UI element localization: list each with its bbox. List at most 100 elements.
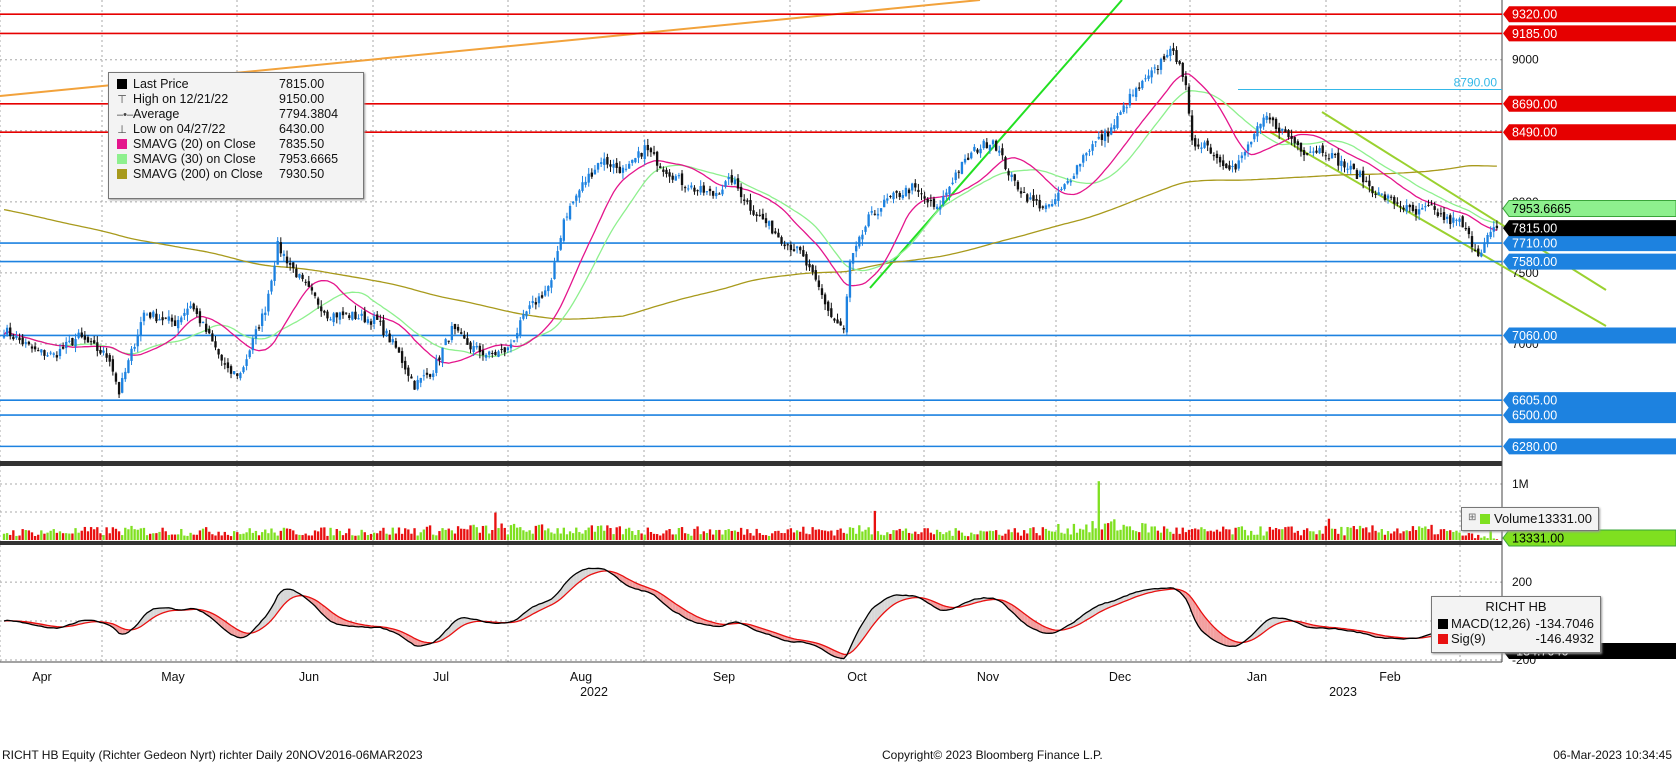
candle-body [665, 169, 668, 175]
x-tick-label: Feb [1379, 670, 1401, 684]
candle-body [21, 337, 24, 345]
candle-body [808, 263, 811, 268]
candle-body [1399, 206, 1402, 208]
candle-body [553, 262, 556, 280]
level-tag-bg [1503, 235, 1676, 252]
volume-bar [21, 529, 24, 540]
macd-area [454, 619, 459, 632]
candle-body [1393, 197, 1396, 204]
volume-bar [422, 529, 426, 540]
volume-bar [550, 532, 553, 540]
volume-bar [211, 534, 214, 540]
candle-body [292, 262, 295, 269]
volume-bar [1368, 532, 1371, 540]
candle-body [133, 346, 136, 349]
candle-body [1119, 112, 1122, 115]
candle-body [761, 213, 765, 220]
volume-bar [976, 534, 979, 540]
volume-bar [1072, 523, 1076, 540]
macd-legend[interactable]: RICHT HB MACD(12,26) -134.7046 Sig(9) -146.… [1431, 596, 1601, 653]
volume-bar [1399, 533, 1402, 540]
macd-area [327, 608, 331, 622]
candle-body [845, 296, 849, 333]
level-tag-bg [1503, 253, 1676, 270]
candle-body [637, 151, 640, 158]
volume-bar [245, 532, 248, 540]
candle-body [836, 319, 839, 324]
candle-body [2, 334, 6, 338]
level-tag: 6605.00 [1503, 392, 1676, 409]
candle-body [1414, 209, 1418, 215]
candle-body [858, 236, 861, 247]
candle-body [693, 187, 696, 192]
candle-body [77, 332, 80, 338]
macd-area [140, 615, 144, 627]
volume-bar [379, 530, 382, 540]
candle-body [366, 319, 370, 323]
candle-body [991, 140, 995, 145]
candle-body [867, 214, 870, 227]
volume-bar [537, 524, 541, 540]
volume-bar [264, 529, 267, 540]
volume-bar [338, 530, 342, 540]
candle-body [1299, 142, 1303, 152]
candle-body [892, 192, 895, 200]
candle-body [1144, 78, 1147, 80]
macd-area [237, 629, 241, 638]
volume-bar [609, 528, 612, 540]
candle-body [189, 305, 192, 308]
macd-area [685, 609, 689, 620]
volume-bar [1122, 524, 1125, 540]
collapse-icon[interactable]: ⊞ [1468, 512, 1477, 523]
candle-body [1455, 219, 1458, 221]
x-tick-label: May [161, 670, 185, 684]
candle-body [463, 334, 466, 339]
volume-bar [1284, 527, 1287, 540]
volume-bar [528, 530, 531, 540]
volume-legend[interactable]: ⊞ Volume 13331.00 [1461, 507, 1599, 531]
candle-body [83, 335, 87, 340]
volume-bar [935, 529, 939, 540]
volume-bar [1445, 530, 1449, 540]
candle-body [1321, 145, 1324, 153]
volume-bar [733, 530, 737, 540]
candle-body [739, 186, 743, 198]
candle-body [683, 187, 687, 189]
macd-area [1276, 617, 1280, 625]
volume-bar [232, 531, 236, 540]
sma30-value-tag: 7953.6665 [1502, 199, 1676, 217]
candle-body [245, 359, 248, 366]
candle-body [488, 351, 491, 355]
candle-body [1486, 235, 1489, 245]
candle-body [1265, 115, 1268, 120]
candle-body [27, 341, 31, 345]
x-tick-label: Aug [570, 670, 592, 684]
candle-body [1389, 196, 1393, 198]
volume-bar [739, 527, 743, 540]
candle-body [886, 198, 889, 201]
volume-bar [907, 532, 911, 540]
candle-body [973, 146, 976, 151]
volume-bar [1464, 535, 1467, 540]
legend-value: 6430.00 [279, 122, 325, 136]
candle-body [33, 346, 37, 350]
candle-body [805, 254, 808, 266]
price-legend-row: ⊤ High on 12/21/22 9150.00 [117, 92, 363, 107]
candle-body [214, 341, 217, 348]
candle-body [599, 162, 603, 164]
volume-bar [164, 531, 167, 540]
volume-bar [1455, 530, 1458, 540]
candle-body [771, 220, 774, 234]
volume-bar [1141, 523, 1144, 540]
candle-body [1088, 150, 1091, 152]
candle-body [596, 163, 600, 170]
candle-body [677, 175, 681, 177]
candle-body [612, 164, 615, 168]
level-tag-text: 7060.00 [1512, 329, 1557, 343]
volume-bar [820, 530, 824, 540]
volume-bar [942, 534, 945, 540]
price-legend[interactable]: Last Price 7815.00 ⊤ High on 12/21/22 9150.0… [108, 72, 364, 199]
volume-bar [1203, 529, 1206, 540]
volume-bar [898, 528, 901, 540]
macd-area [877, 602, 882, 620]
